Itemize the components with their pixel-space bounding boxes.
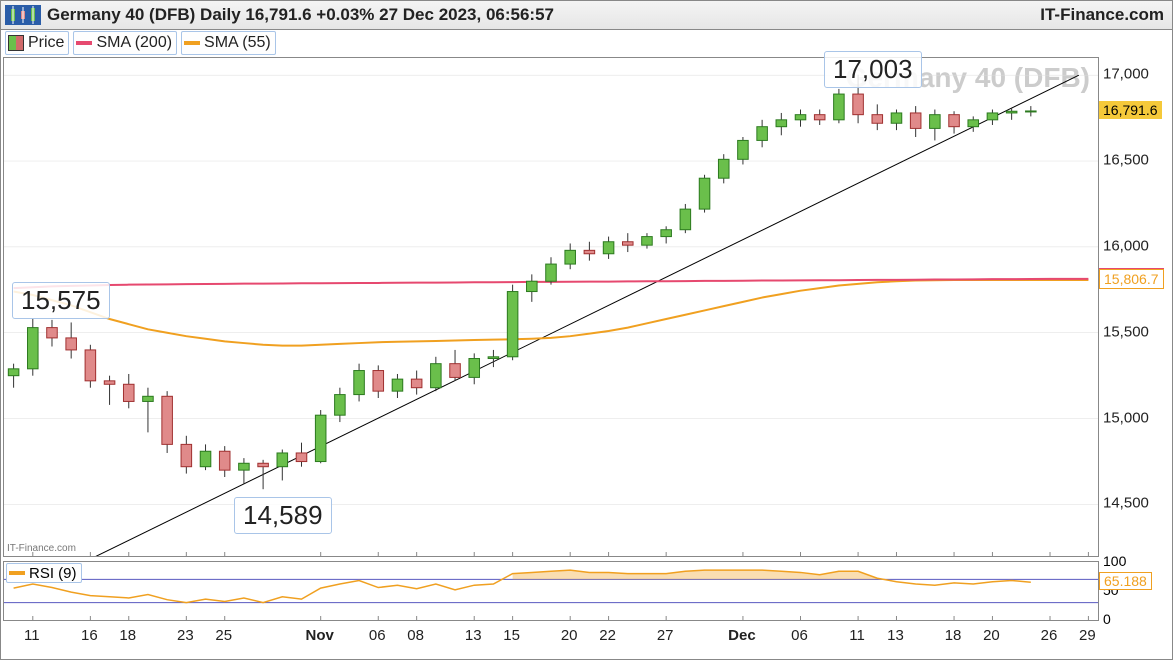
price-annotation: 17,003 [824,51,922,88]
x-tick-label: 23 [177,627,194,644]
x-tick-label: 13 [887,627,904,644]
price-chart[interactable]: Germany 40 (DFB) IT-Finance.com 15,57514… [3,57,1099,557]
legend-sma200-label: SMA (200) [96,34,172,52]
x-tick-label: 20 [983,627,1000,644]
line-icon [76,41,92,45]
legend-sma55[interactable]: SMA (55) [181,31,276,55]
rsi-y-axis: 05010065.188 [1099,561,1172,621]
x-tick-label: 11 [24,627,40,644]
x-tick-label: 06 [791,627,808,644]
rsi-svg [4,562,1098,620]
x-tick-label: 13 [465,627,482,644]
x-tick-label: 18 [119,627,136,644]
price-annotation: 15,575 [12,282,110,319]
legend-sma55-label: SMA (55) [204,34,271,52]
axis-value-label: 15,806.7 [1099,269,1164,289]
line-icon [9,571,25,575]
app-logo-icon [1,1,45,29]
y-tick-label: 14,500 [1103,495,1149,512]
chart-root: Germany 40 (DFB) Daily 16,791.6 +0.03% 2… [0,0,1173,660]
x-tick-label: 06 [369,627,386,644]
x-tick-label: 08 [407,627,424,644]
x-tick-label: 22 [599,627,616,644]
x-tick-label: 11 [849,627,865,644]
x-tick-label: 27 [657,627,674,644]
y-tick-label: 15,500 [1103,323,1149,340]
x-axis: 11 16 18 23 25 Nov 06 08 13 15 20 22 27 Dec 06 11 13 18 20… [3,623,1099,659]
legend-rsi-label: RSI (9) [29,565,77,582]
chart-title: Germany 40 (DFB) Daily 16,791.6 +0.03% 2… [45,5,1040,25]
y-tick-label: 15,000 [1103,409,1149,426]
x-tick-label: 16 [81,627,98,644]
x-tick-label: 18 [945,627,962,644]
y-tick-label: 17,000 [1103,66,1149,83]
header-bar: Germany 40 (DFB) Daily 16,791.6 +0.03% 2… [1,1,1172,30]
rsi-current-label: 65.188 [1099,572,1152,590]
x-tick-label: Dec [728,627,756,644]
x-tick-label: 15 [503,627,520,644]
x-tick-label: 20 [561,627,578,644]
axis-value-label: 16,791.6 [1099,101,1162,119]
legend-price-label: Price [28,34,64,52]
x-tick-label: 26 [1041,627,1058,644]
legend-price[interactable]: Price [5,31,69,55]
y-tick-label: 16,500 [1103,152,1149,169]
y-tick-label: 16,000 [1103,237,1149,254]
x-tick-label: Nov [306,627,334,644]
x-tick-label: 25 [215,627,232,644]
legend-sma200[interactable]: SMA (200) [73,31,177,55]
rsi-tick-label: 100 [1103,553,1126,569]
candle-icon [8,35,24,51]
price-svg [4,58,1098,556]
legend-rsi[interactable]: RSI (9) [6,563,82,583]
price-y-axis: 14,500 15,000 15,500 16,000 16,500 17,000 16,7… [1099,57,1172,557]
price-annotation: 14,589 [234,497,332,534]
legend-row: Price SMA (200) SMA (55) [5,31,278,55]
x-tick-label: 29 [1079,627,1096,644]
rsi-tick-label: 0 [1103,611,1111,627]
line-icon [184,41,200,45]
brand-label: IT-Finance.com [1040,5,1172,25]
rsi-chart[interactable]: RSI (9) [3,561,1099,621]
